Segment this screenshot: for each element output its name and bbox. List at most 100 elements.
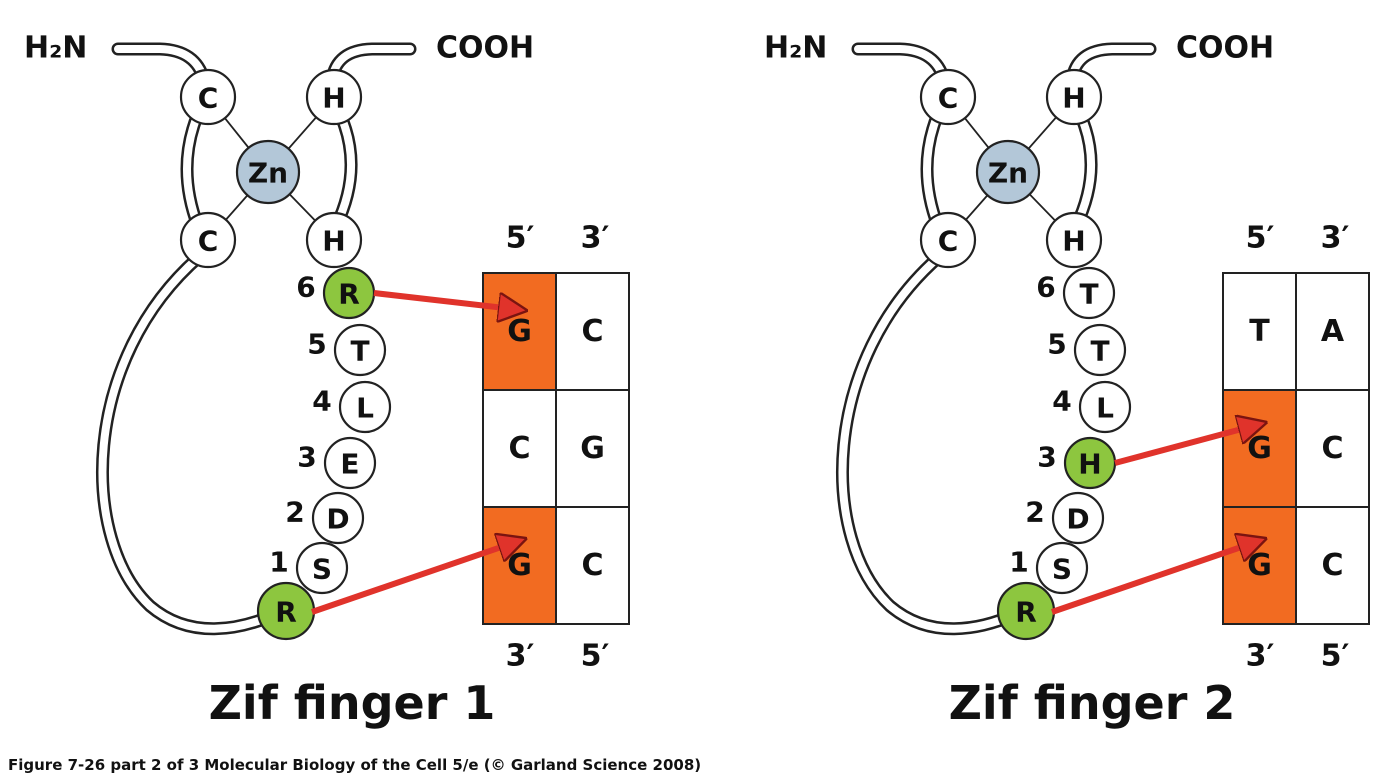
panel-title: Zif finger 2 [949, 676, 1236, 730]
helix-residue-3-circle [323, 436, 377, 490]
histidine-top-circle [305, 68, 363, 126]
cysteine-bottom: C [938, 225, 959, 258]
figure-caption: Figure 7-26 part 2 of 3 Molecular Biolog… [8, 756, 702, 774]
dna-base-label: G [507, 314, 532, 349]
helix-residue-6: R [338, 278, 360, 311]
dna-base-cell [1222, 506, 1297, 625]
cysteine-bottom: C [198, 225, 219, 258]
helix-position-4: 4 [312, 385, 331, 418]
helix-position-6: 6 [1036, 271, 1055, 304]
strand-top-3prime-label: 3′ [1321, 221, 1350, 256]
dna-pair-label: G [580, 431, 605, 466]
helix-residue-2: D [326, 503, 349, 536]
c-terminus-label: COOH [436, 31, 534, 66]
strand-top-5prime-label: 5′ [506, 221, 535, 256]
dna-pair-cell [1295, 272, 1370, 391]
dna-pair-cell [1295, 389, 1370, 508]
zinc-atom-circle [235, 139, 301, 205]
histidine-bottom-circle [1045, 211, 1103, 269]
helix-residue-3: H [1078, 448, 1101, 481]
helix-position-5: 5 [307, 328, 326, 361]
dna-pair-label: A [1321, 314, 1345, 349]
helix-residue-1-circle [295, 541, 349, 595]
helix-residue-5-circle [333, 323, 387, 377]
helix-residue-4-circle [1078, 380, 1132, 434]
helix-residue-2-circle [1051, 491, 1105, 545]
helix-position-2: 2 [1025, 496, 1044, 529]
helix-residue-2: D [1066, 503, 1089, 536]
helix-residue-5: T [1090, 335, 1109, 368]
helix-position-3: 3 [1037, 441, 1056, 474]
cysteine-bottom-circle [919, 211, 977, 269]
helix-residue-6: T [1079, 278, 1098, 311]
strand-top-5prime-label: 5′ [1246, 221, 1275, 256]
n-terminus-label: H₂N [24, 31, 87, 66]
dna-pair-cell [555, 506, 630, 625]
histidine-bottom: H [322, 225, 345, 258]
helix-position-1: 1 [269, 546, 288, 579]
helix-residue-4: L [356, 392, 374, 425]
helix-position-5: 5 [1047, 328, 1066, 361]
histidine-bottom-circle [305, 211, 363, 269]
cysteine-top-circle [919, 68, 977, 126]
dna-pair-label: C [1321, 431, 1343, 466]
zinc-atom: Zn [988, 157, 1028, 190]
histidine-top-circle [1045, 68, 1103, 126]
cysteine-top: C [938, 82, 959, 115]
dna-base-label: G [507, 548, 532, 583]
contact-arrow [1051, 543, 1253, 615]
base-arginine: R [1015, 596, 1037, 629]
dna-base-cell [482, 389, 557, 508]
dna-base-label: C [508, 431, 530, 466]
dna-pair-cell [555, 389, 630, 508]
panel-title: Zif finger 1 [209, 676, 496, 730]
helix-residue-4: L [1096, 392, 1114, 425]
strand-bottom-3prime-label: 3′ [506, 639, 535, 674]
contact-arrow [1114, 426, 1253, 466]
helix-residue-2-circle [311, 491, 365, 545]
strand-bottom-3prime-label: 3′ [1246, 639, 1275, 674]
helix-residue-1: S [312, 553, 332, 586]
dna-base-label: G [1247, 431, 1272, 466]
zinc-atom-circle [975, 139, 1041, 205]
strand-bottom-5prime-label: 5′ [1321, 639, 1350, 674]
helix-residue-5-circle [1073, 323, 1127, 377]
helix-residue-1-circle [1035, 541, 1089, 595]
dna-pair-cell [1295, 506, 1370, 625]
cysteine-top-circle [179, 68, 237, 126]
dna-pair-label: C [581, 548, 603, 583]
dna-base-label: T [1249, 314, 1270, 349]
n-terminus-label: H₂N [764, 31, 827, 66]
dna-pair-cell [555, 272, 630, 391]
strand-bottom-5prime-label: 5′ [581, 639, 610, 674]
c-terminus-label: COOH [1176, 31, 1274, 66]
base-arginine: R [275, 596, 297, 629]
helix-position-4: 4 [1052, 385, 1071, 418]
helix-residue-5: T [350, 335, 369, 368]
contact-arrow [311, 543, 513, 615]
histidine-bottom: H [1062, 225, 1085, 258]
helix-residue-3: E [340, 448, 359, 481]
helix-residue-4-circle [338, 380, 392, 434]
dna-pair-label: C [581, 314, 603, 349]
helix-position-2: 2 [285, 496, 304, 529]
helix-position-3: 3 [297, 441, 316, 474]
helix-position-1: 1 [1009, 546, 1028, 579]
dna-pair-label: C [1321, 548, 1343, 583]
contact-arrow [373, 290, 513, 309]
cysteine-top: C [198, 82, 219, 115]
dna-base-cell [1222, 389, 1297, 508]
histidine-top: H [1062, 82, 1085, 115]
helix-residue-1: S [1052, 553, 1072, 586]
cysteine-bottom-circle [179, 211, 237, 269]
helix-position-6: 6 [296, 271, 315, 304]
zinc-atom: Zn [248, 157, 288, 190]
helix-residue-6-circle [1062, 266, 1116, 320]
histidine-top: H [322, 82, 345, 115]
dna-base-label: G [1247, 548, 1272, 583]
strand-top-3prime-label: 3′ [581, 221, 610, 256]
